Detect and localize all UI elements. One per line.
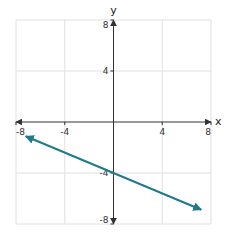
x-tick-label: 8: [205, 127, 211, 137]
y-tick-label: 4: [103, 66, 109, 76]
y-tick: [111, 20, 114, 21]
grid: [16, 20, 211, 224]
y-tick: [111, 224, 114, 225]
x-tick-label: -4: [60, 127, 69, 137]
x-tick-label: 4: [159, 127, 165, 137]
line: [26, 136, 202, 209]
y-tick-label: -8: [100, 215, 109, 225]
y-tick: [111, 71, 114, 72]
plot-area: [26, 136, 202, 209]
grid-line-y: [16, 71, 211, 72]
grid-line-x: [64, 20, 65, 224]
grid-line-y: [16, 20, 211, 21]
y-tick-label: 8: [103, 20, 109, 30]
y-axis-label: y: [110, 4, 117, 17]
grid-line-x: [211, 20, 212, 224]
x-tick: [211, 122, 212, 125]
chart: -8-448-8-448xy: [0, 0, 227, 234]
x-tick: [16, 122, 17, 125]
grid-line-x: [16, 20, 17, 224]
x-tick: [64, 122, 65, 125]
grid-line-y: [16, 224, 211, 225]
x-tick-label: -8: [16, 127, 25, 137]
x-axis-label: x: [215, 115, 222, 128]
x-tick: [162, 122, 163, 125]
y-axis: [113, 20, 114, 224]
